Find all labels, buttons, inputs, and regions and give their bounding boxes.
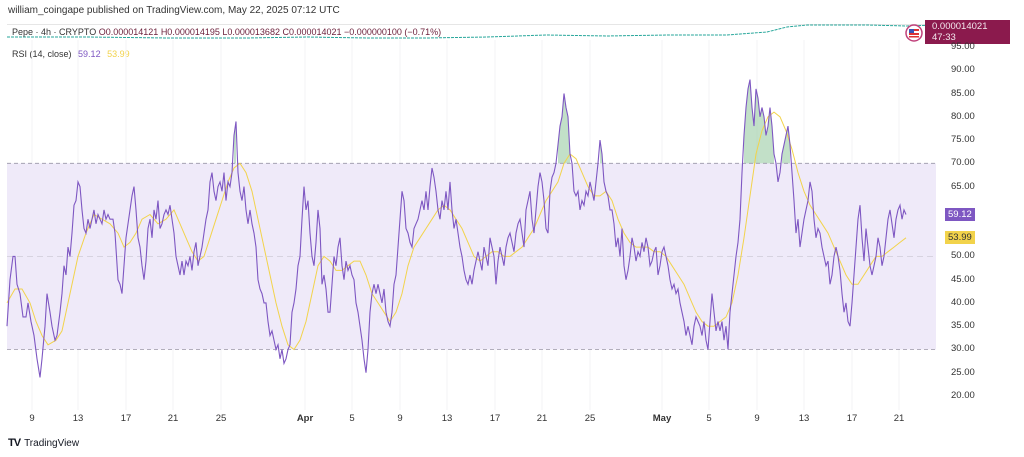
x-tick-label: 21: [167, 413, 179, 424]
ma-value-badge: 53.99: [945, 231, 975, 244]
flag-icon: [905, 24, 923, 42]
x-tick-label: 5: [706, 413, 712, 424]
x-tick-label: 5: [349, 413, 355, 424]
x-tick-label: 9: [754, 413, 760, 424]
y-tick-label: 40.00: [951, 296, 975, 308]
tradingview-logo-icon: TV: [8, 437, 21, 449]
x-tick-label: 13: [798, 413, 810, 424]
last-price-tag: 0.000014021 47:33: [925, 20, 1010, 44]
price-axis[interactable]: 95.00 90.00 85.00 80.00 75.00 70.00 65.00 50.00…: [936, 40, 1024, 410]
y-tick-label: 95.00: [951, 41, 975, 52]
x-tick-label: 21: [893, 413, 905, 424]
x-tick-label: 17: [846, 413, 858, 424]
bar-countdown: 47:33: [932, 32, 956, 43]
tradingview-brand[interactable]: TV TradingView: [8, 437, 79, 449]
x-tick-label: Apr: [296, 413, 314, 424]
symbol-label[interactable]: Pepe · 4h · CRYPTO: [12, 27, 97, 37]
low-value: L0.000013682: [222, 27, 280, 37]
x-tick-label: 25: [215, 413, 227, 424]
rsi-line: [6, 79, 907, 378]
price-mini-chart: [7, 24, 936, 39]
x-tick-label: 9: [397, 413, 403, 424]
y-tick-label: 65.00: [951, 180, 975, 192]
rsi-label[interactable]: RSI (14, close): [12, 49, 72, 59]
y-tick-label: 45.00: [951, 273, 975, 285]
close-value: C0.000014021: [282, 27, 342, 37]
x-tick-label: 13: [72, 413, 84, 424]
y-tick-label: 30.00: [951, 343, 975, 355]
overbought-fills: [234, 79, 790, 164]
y-tick-label: 50.00: [951, 250, 975, 262]
y-tick-label: 80.00: [951, 110, 975, 122]
y-tick-label: 35.00: [951, 320, 975, 332]
ma-legend-value: 53.99: [107, 49, 130, 59]
y-tick-label: 25.00: [951, 366, 975, 378]
x-tick-label: 13: [441, 413, 453, 424]
sep-line: [7, 24, 936, 25]
x-tick-label: 9: [29, 413, 35, 424]
high-value: H0.000014195: [160, 27, 220, 37]
publisher-caption: william_coingape published on TradingVie…: [8, 5, 340, 16]
last-price: 0.000014021: [932, 21, 988, 32]
open-value: O0.000014121: [98, 27, 159, 37]
x-tick-label: 17: [120, 413, 132, 424]
x-tick-label: 17: [489, 413, 501, 424]
y-tick-label: 90.00: [951, 64, 975, 76]
change-value: −0.000000100 (−0.71%): [344, 27, 442, 37]
rsi-legend: RSI (14, close) 59.12 53.99: [12, 49, 130, 59]
rsi-value-badge: 59.12: [945, 208, 975, 221]
y-tick-label: 85.00: [951, 87, 975, 99]
y-tick-label: 70.00: [951, 157, 975, 169]
x-tick-label: 25: [584, 413, 596, 424]
y-tick-label: 20.00: [951, 390, 975, 401]
price-legend: Pepe · 4h · CRYPTO O0.000014121 H0.00001…: [12, 27, 441, 37]
rsi-legend-value: 59.12: [78, 49, 101, 59]
y-tick-label: 75.00: [951, 134, 975, 146]
time-axis[interactable]: 9 13 17 21 25 Apr 5 9 13 17 21 25 May 5 9 13 17 21: [0, 413, 936, 429]
x-tick-label: May: [652, 413, 672, 424]
rsi-ma-line: [6, 111, 907, 351]
band-lines: [7, 162, 936, 350]
brand-name: TradingView: [24, 437, 80, 449]
x-tick-label: 21: [536, 413, 548, 424]
